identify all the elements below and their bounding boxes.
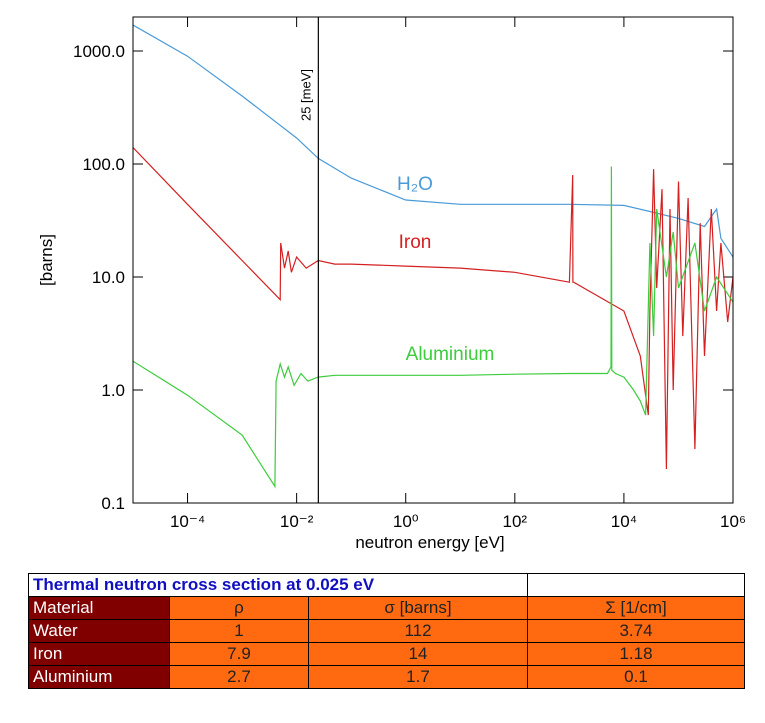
x-axis-label: neutron energy [eV] [355, 533, 504, 552]
x-tick-label: 10⁻⁴ [170, 512, 205, 531]
empty-cell [527, 573, 745, 597]
x-tick-label: 10² [503, 512, 528, 531]
y-tick-label: 10.0 [92, 268, 125, 287]
cell: 1.7 [308, 665, 528, 689]
cell: 2.7 [169, 665, 309, 689]
series-label: Iron [399, 232, 432, 253]
cell: Iron [28, 642, 170, 666]
series-line [133, 166, 733, 489]
y-tick-label: 0.1 [101, 494, 125, 513]
series-line [133, 147, 733, 470]
cell: Aluminium [28, 665, 170, 689]
annotation-text: 25 [meV] [298, 69, 313, 121]
y-tick-label: 1000.0 [73, 42, 125, 61]
y-tick-label: 1.0 [101, 381, 125, 400]
x-tick-label: 10⁰ [393, 512, 419, 531]
cell: Water [28, 619, 170, 643]
header-cell: σ [barns] [308, 596, 528, 620]
cell: 0.1 [527, 665, 745, 689]
series-line [133, 24, 733, 258]
x-tick-label: 10⁴ [611, 512, 637, 531]
cell: 1.18 [527, 642, 745, 666]
cell: 14 [308, 642, 528, 666]
header-cell: Material [28, 596, 170, 620]
y-tick-label: 100.0 [82, 155, 125, 174]
chart: neutron energy [eV] [barns] 10⁻⁴ 10⁻² 10⁰ 1… [37, 16, 746, 552]
cell: 112 [308, 619, 528, 643]
x-tick-label: 10⁶ [720, 512, 746, 531]
cell: 1 [169, 619, 309, 643]
cell: 3.74 [527, 619, 745, 643]
series-label: Aluminium [406, 344, 495, 365]
header-cell: ρ [169, 596, 309, 620]
plot-frame [132, 16, 734, 504]
x-tick-label: 10⁻² [280, 512, 314, 531]
header-cell: Σ [1/cm] [527, 596, 745, 620]
cell: 7.9 [169, 642, 309, 666]
y-axis-label: [barns] [37, 234, 56, 286]
series-label: H₂O [397, 174, 433, 195]
table-title: Thermal neutron cross section at 0.025 e… [28, 573, 528, 597]
data-table: Thermal neutron cross section at 0.025 e… [28, 573, 745, 689]
